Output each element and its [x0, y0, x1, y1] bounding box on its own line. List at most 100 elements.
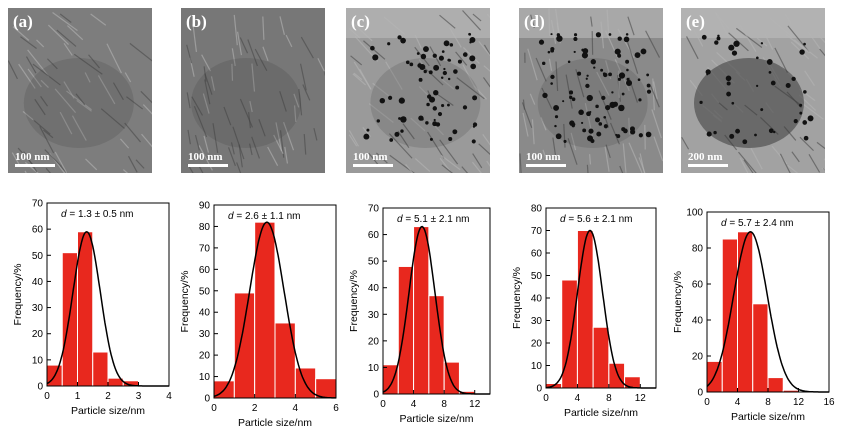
nanoparticle [417, 63, 422, 68]
tem-fringe [738, 151, 757, 173]
tem-fringe [247, 39, 258, 67]
nanoparticle [556, 35, 563, 42]
nanoparticle [418, 77, 423, 82]
y-tick-label: 10 [32, 355, 44, 366]
panel-label: (d) [524, 12, 545, 31]
tem-fringe [471, 161, 482, 173]
tem-fringe [135, 159, 145, 169]
x-tick-label: 0 [704, 397, 710, 408]
y-tick-label: 0 [536, 384, 542, 395]
nanoparticle [729, 133, 735, 139]
tem-background [8, 8, 152, 173]
y-tick-label: 0 [373, 390, 379, 401]
y-tick-label: 70 [368, 204, 380, 215]
tem-fringe [604, 116, 610, 128]
tem-dark-region [23, 58, 134, 148]
tem-fringe [362, 126, 372, 138]
tem-fringe [97, 75, 116, 105]
nanoparticle [547, 50, 551, 54]
nanoparticle [432, 106, 438, 111]
nanoparticle [802, 120, 808, 125]
tem-fringe [203, 135, 210, 153]
nanoparticle [638, 133, 643, 138]
nanoparticle [567, 60, 571, 64]
tem-fringe [715, 13, 729, 37]
tem-fringe [204, 79, 211, 105]
tem-fringe [317, 57, 325, 74]
tem-fringe [63, 42, 73, 56]
tem-fringe [548, 8, 551, 36]
tem-fringe [8, 60, 18, 80]
nanoparticle [705, 69, 711, 75]
nanoparticle [793, 119, 798, 124]
y-tick-label: 0 [697, 388, 703, 399]
tem-fringe [455, 51, 468, 66]
tem-fringe [651, 109, 662, 139]
tem-fringe [40, 95, 49, 107]
nanoparticle [400, 116, 407, 123]
tem-fringe [486, 13, 490, 19]
nanoparticle [573, 33, 578, 37]
tem-fringe [197, 164, 204, 173]
tem-fringe [540, 117, 547, 131]
tem-fringe [779, 153, 791, 173]
tem-fringe [385, 61, 403, 90]
nanoparticle [470, 63, 477, 70]
tem-fringe [428, 119, 444, 136]
nanoparticle [766, 59, 773, 65]
nanoparticle [471, 139, 476, 144]
histogram-bar [576, 230, 594, 389]
tem-fringe [124, 122, 142, 143]
tem-fringe [202, 93, 210, 114]
tem-fringe [52, 11, 78, 32]
tem-fringe [129, 42, 152, 62]
tem-fringe [293, 105, 297, 122]
nanoparticle [394, 131, 400, 137]
nanoparticle [625, 33, 629, 36]
panel-label: (e) [686, 12, 705, 31]
nanoparticle [366, 128, 370, 132]
nanoparticle [600, 68, 604, 72]
x-tick-label: 1 [75, 391, 81, 402]
tem-fringe [230, 142, 235, 155]
tem-fringe [600, 21, 605, 49]
x-tick-label: 16 [823, 397, 835, 408]
tem-fringe [11, 152, 21, 166]
tem-fringe [275, 122, 283, 152]
nanoparticle [462, 52, 468, 57]
nanoparticle [542, 92, 548, 99]
tem-fringe [739, 157, 749, 173]
tem-fringe [473, 85, 487, 100]
x-axis-title: Particle size/nm [399, 413, 473, 425]
tem-fringe [739, 25, 757, 52]
nanoparticle [598, 122, 603, 126]
nanoparticle [587, 135, 594, 142]
nanoparticle [457, 59, 462, 64]
y-axis-title: Frequency/% [672, 271, 684, 333]
y-tick-label: 50 [32, 251, 44, 262]
histogram-bar [767, 377, 784, 393]
tem-fringe [348, 134, 358, 147]
x-tick-label: 12 [469, 399, 481, 410]
nanoparticle [595, 32, 602, 38]
nanoparticle [586, 94, 593, 102]
y-tick-label: 40 [531, 294, 543, 305]
x-tick-label: 8 [606, 393, 612, 404]
tem-fringe [323, 71, 325, 77]
tem-image-b: (b) 100 nm [181, 8, 325, 173]
tem-fringe [54, 88, 77, 114]
tem-fringe [462, 47, 480, 64]
tem-fringe [194, 134, 200, 151]
tem-fringe [124, 72, 132, 83]
tem-background [181, 8, 325, 173]
tem-fringe [449, 27, 462, 48]
tem-fringe [85, 158, 98, 171]
x-tick-label: 3 [136, 391, 142, 402]
mean-value: = 5.7 ± 2.4 nm [727, 218, 794, 229]
tem-fringe [227, 147, 236, 167]
tem-fringe [350, 55, 363, 66]
tem-fringe [100, 108, 125, 129]
y-tick-label: 40 [32, 277, 44, 288]
tem-texture [346, 8, 490, 173]
tem-fringe [249, 143, 253, 156]
